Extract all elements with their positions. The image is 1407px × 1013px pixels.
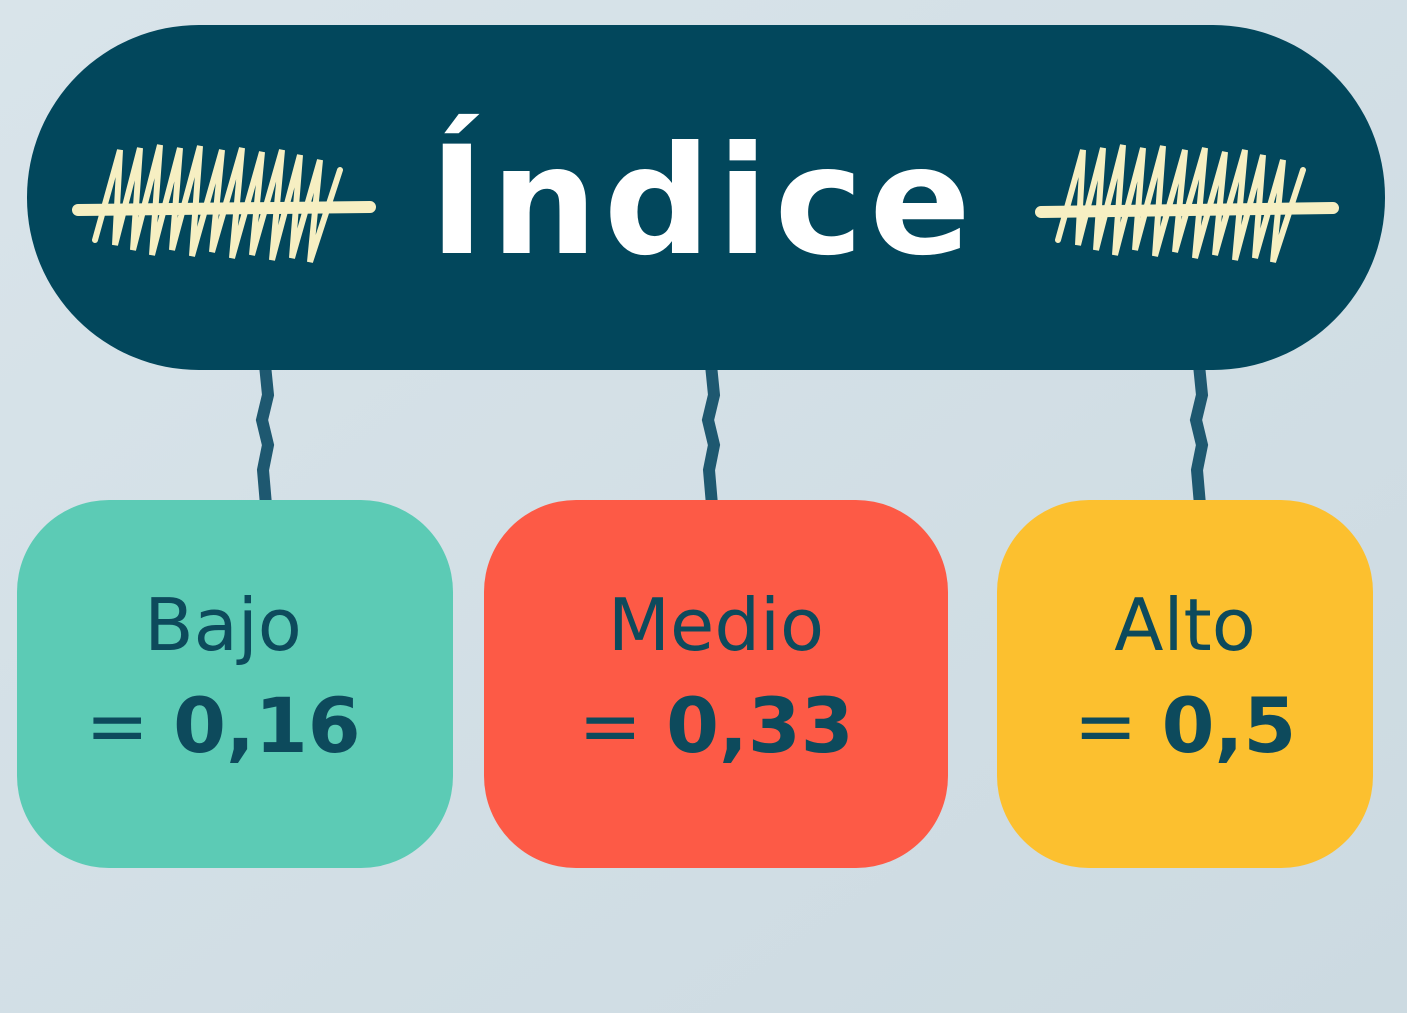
connector	[708, 365, 714, 505]
node-label: Medio	[608, 583, 824, 667]
diagram: Índice Bajo = 0,16 Medio = 0,33 Alto = 0…	[0, 0, 1407, 1013]
node-label: Bajo	[144, 583, 302, 667]
node-value-line: = 0,16	[85, 681, 360, 770]
node-sign: =	[1074, 681, 1138, 770]
connector	[1196, 365, 1202, 505]
node-sign: =	[85, 681, 149, 770]
node-value: 0,33	[666, 681, 854, 770]
node-value-line: = 0,33	[578, 681, 853, 770]
connector	[262, 365, 268, 505]
node-value: 0,5	[1162, 681, 1297, 770]
node-label: Alto	[1114, 583, 1256, 667]
node-value-line: = 0,5	[1074, 681, 1297, 770]
title: Índice	[429, 114, 977, 289]
node-sign: =	[578, 681, 642, 770]
node-value: 0,16	[173, 681, 361, 770]
